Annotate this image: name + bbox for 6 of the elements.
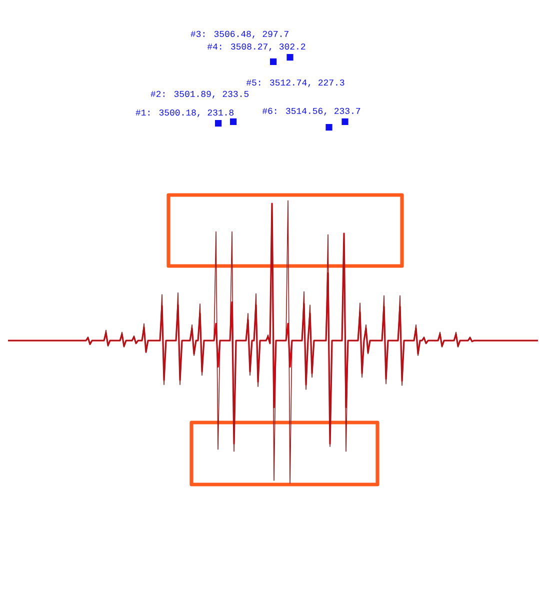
text: #6: 3514.56, 233.7 [262, 108, 360, 116]
text: #1: 3500.18, 231.8 [136, 110, 234, 118]
text: #5: 3512.74, 227.3 [246, 80, 344, 88]
text: #3: 3506.48, 297.7 [190, 30, 288, 38]
text: #2: 3501.89, 233.5 [150, 90, 249, 98]
text: #4: 3508.27, 302.2 [207, 44, 306, 52]
